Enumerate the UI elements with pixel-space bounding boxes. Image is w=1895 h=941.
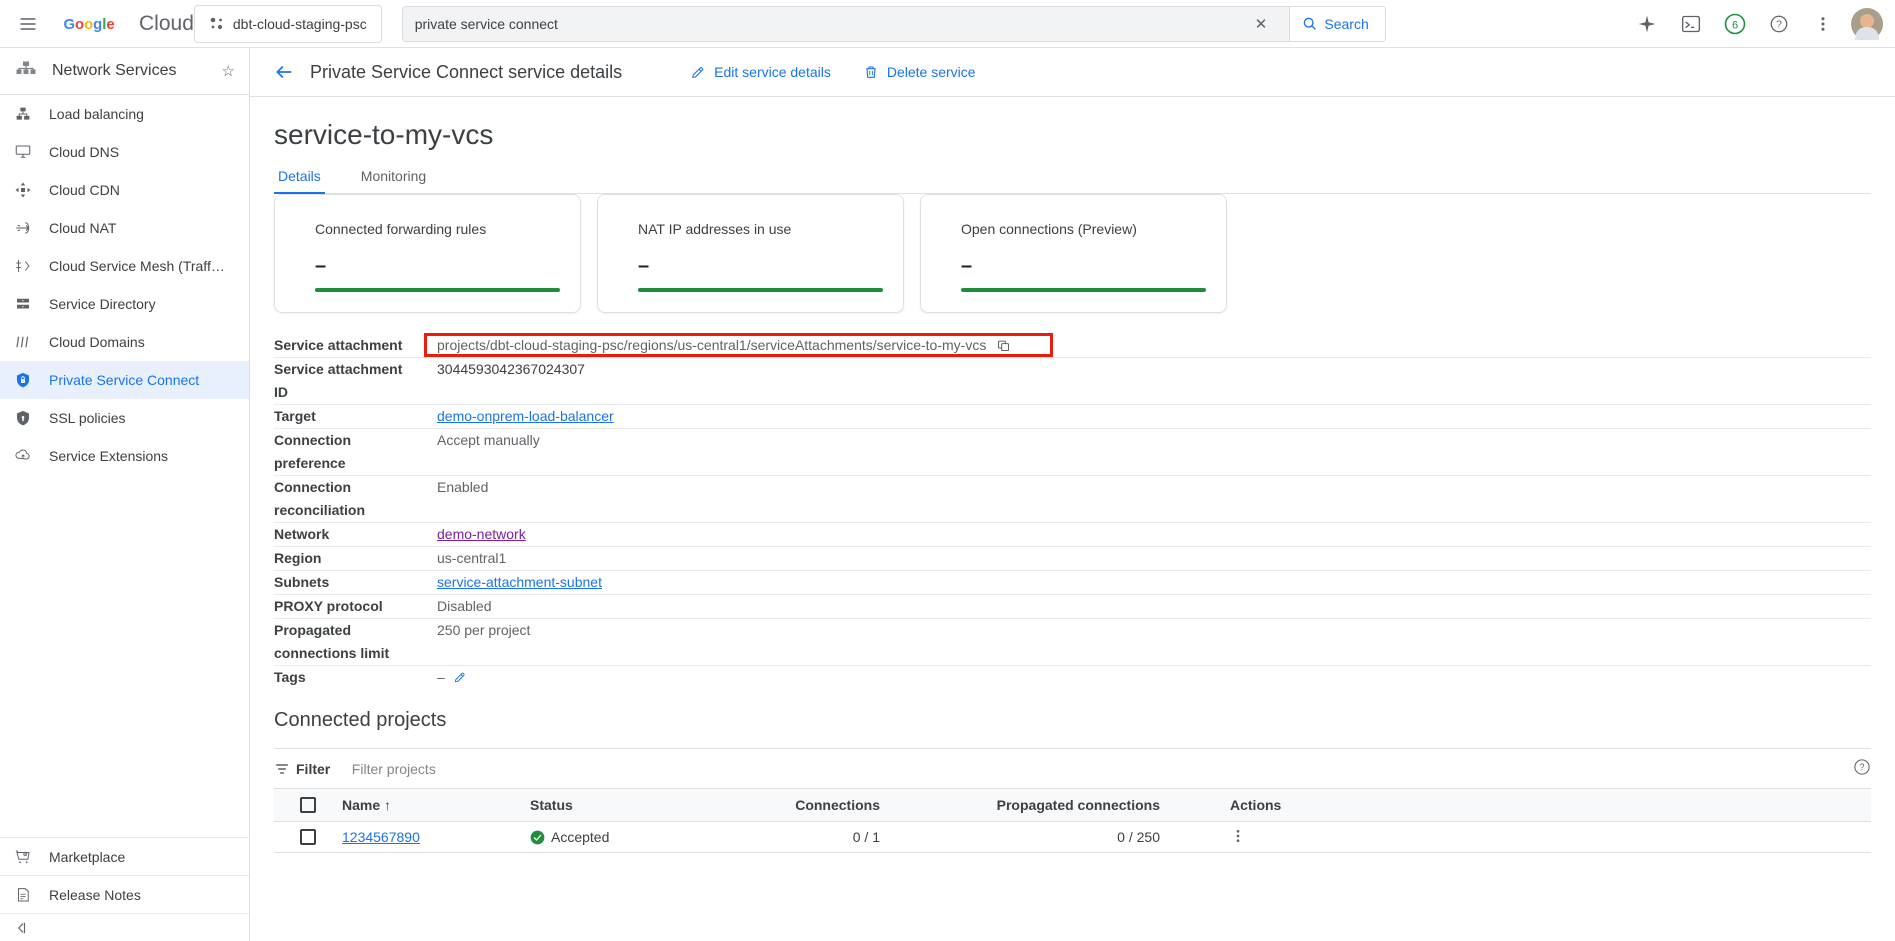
svg-text:Google: Google (63, 17, 114, 33)
svg-text:?: ? (1776, 19, 1782, 30)
svg-text:?: ? (1859, 762, 1864, 772)
svg-text:6: 6 (1732, 19, 1738, 31)
